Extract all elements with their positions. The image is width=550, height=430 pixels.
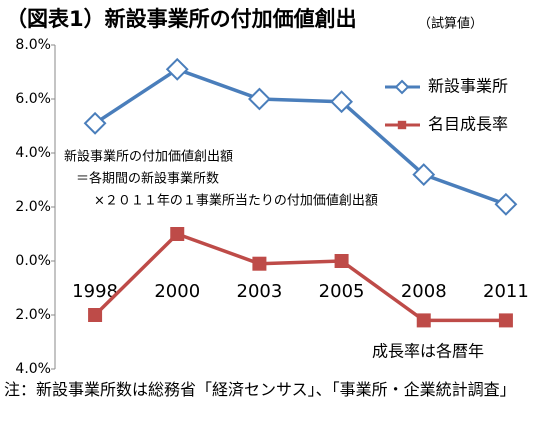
x-tick-label: 2000 <box>154 281 200 302</box>
marker <box>83 111 107 135</box>
x-tick-label: 2008 <box>401 281 447 302</box>
marker <box>330 90 353 114</box>
marker <box>412 163 436 187</box>
x-tick-label: 2011 <box>483 281 529 302</box>
marker <box>248 87 271 111</box>
marker <box>88 308 103 322</box>
marker <box>394 79 410 95</box>
y-tick-label: 6.0% <box>15 91 51 107</box>
marker <box>334 254 349 268</box>
chart: （図表1）新設事業所の付加価値創出 （試算値） 新設事業所の付加価値創出額 ＝各… <box>6 7 529 377</box>
y-tick-label: 4.0% <box>15 145 51 161</box>
marker <box>397 120 407 130</box>
x-tick-label: 2005 <box>319 281 365 302</box>
marker <box>498 313 513 328</box>
y-tick-label: 2.0% <box>15 199 51 215</box>
annotation: 新設事業所の付加価値創出額 <box>64 149 233 165</box>
marker <box>416 313 431 328</box>
annotation: ＝各期間の新設事業所数 <box>76 171 219 187</box>
y-tick-label: 2.0% <box>15 307 51 323</box>
y-tick-label: 8.0% <box>15 37 51 53</box>
annotation: 成長率は各暦年 <box>372 342 484 361</box>
series-line <box>93 231 506 323</box>
marker <box>252 256 267 271</box>
legend-label: 新設事業所 <box>428 77 508 96</box>
marker <box>170 227 185 241</box>
annotation: ×２０１１年の１事業所当たりの付加価値創出額 <box>94 193 378 209</box>
chart-subtitle: （試算値） <box>418 16 483 32</box>
footnote: 注：新設事業所数は総務省「経済センサス」、「事業所・企業統計調査」 <box>4 380 516 399</box>
marker <box>165 57 189 81</box>
x-tick-label: 2003 <box>237 281 283 302</box>
y-tick-label: 4.0% <box>15 361 51 377</box>
y-tick-label: 0.0% <box>15 253 51 269</box>
series-line <box>94 67 507 206</box>
chart-title: （図表1）新設事業所の付加価値創出 <box>6 7 357 31</box>
x-tick-label: 1998 <box>72 281 118 302</box>
legend-label: 名目成長率 <box>428 115 508 134</box>
marker <box>494 192 518 216</box>
